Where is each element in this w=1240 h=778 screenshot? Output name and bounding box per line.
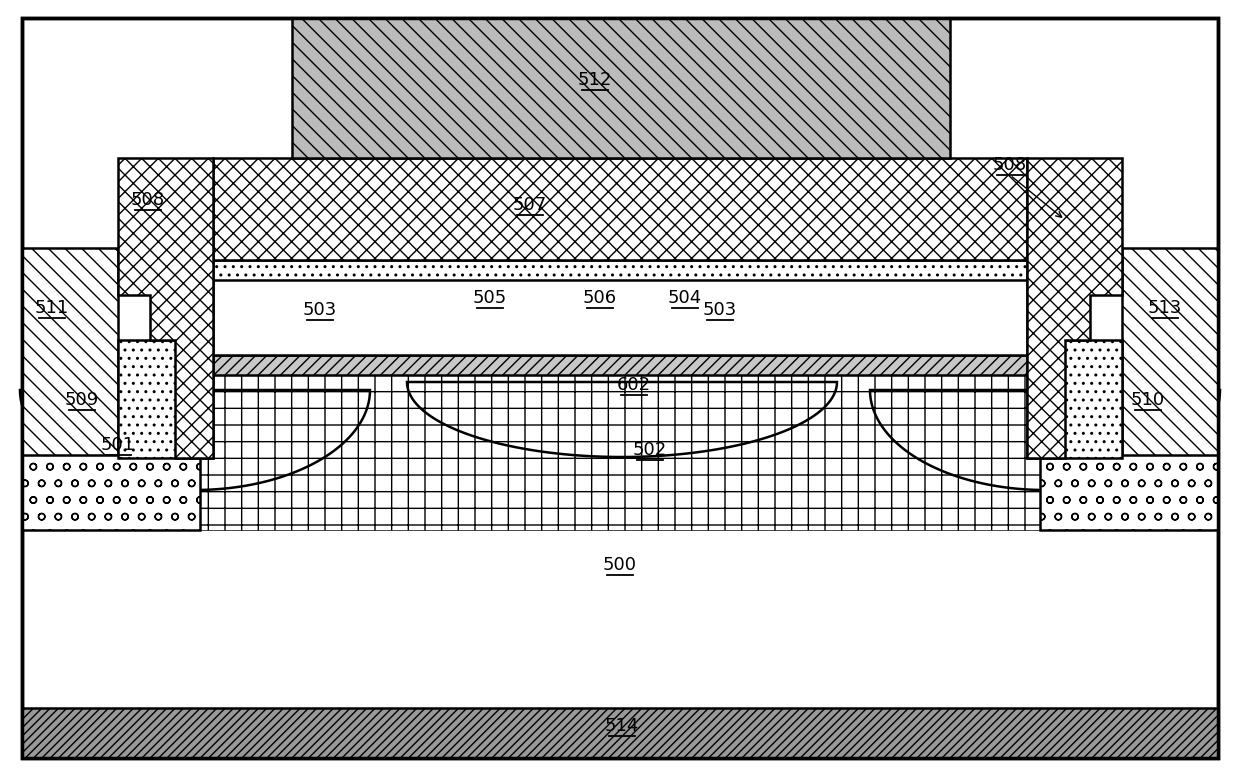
- Text: 504: 504: [668, 289, 702, 307]
- Bar: [213, 158, 1027, 260]
- Text: 509: 509: [64, 391, 99, 409]
- Text: 500: 500: [603, 556, 637, 574]
- Text: 508: 508: [993, 156, 1027, 174]
- Polygon shape: [870, 390, 1220, 490]
- Text: 506: 506: [583, 289, 618, 307]
- Text: 510: 510: [1131, 391, 1166, 409]
- Text: 507: 507: [513, 196, 547, 214]
- Bar: [1122, 248, 1218, 455]
- Polygon shape: [118, 158, 213, 458]
- Polygon shape: [1027, 158, 1122, 458]
- Bar: [291, 18, 950, 158]
- Text: 502: 502: [632, 441, 667, 459]
- Text: 512: 512: [578, 71, 613, 89]
- Text: 602: 602: [618, 376, 651, 394]
- Text: 508: 508: [131, 191, 165, 209]
- Polygon shape: [20, 390, 370, 490]
- Bar: [1027, 340, 1122, 458]
- Text: 513: 513: [1148, 299, 1182, 317]
- Bar: [1040, 370, 1218, 530]
- Bar: [213, 355, 1027, 375]
- Bar: [22, 248, 118, 455]
- Text: 514: 514: [605, 717, 639, 735]
- Text: 511: 511: [35, 299, 69, 317]
- Text: 505: 505: [472, 289, 507, 307]
- Bar: [213, 260, 1027, 280]
- Bar: [118, 340, 213, 458]
- Text: 503: 503: [703, 301, 737, 319]
- Polygon shape: [407, 382, 837, 457]
- Bar: [22, 370, 200, 530]
- Bar: [213, 278, 1027, 355]
- Bar: [22, 370, 1218, 530]
- Bar: [22, 708, 1218, 758]
- Text: 501: 501: [100, 436, 135, 454]
- Text: 503: 503: [303, 301, 337, 319]
